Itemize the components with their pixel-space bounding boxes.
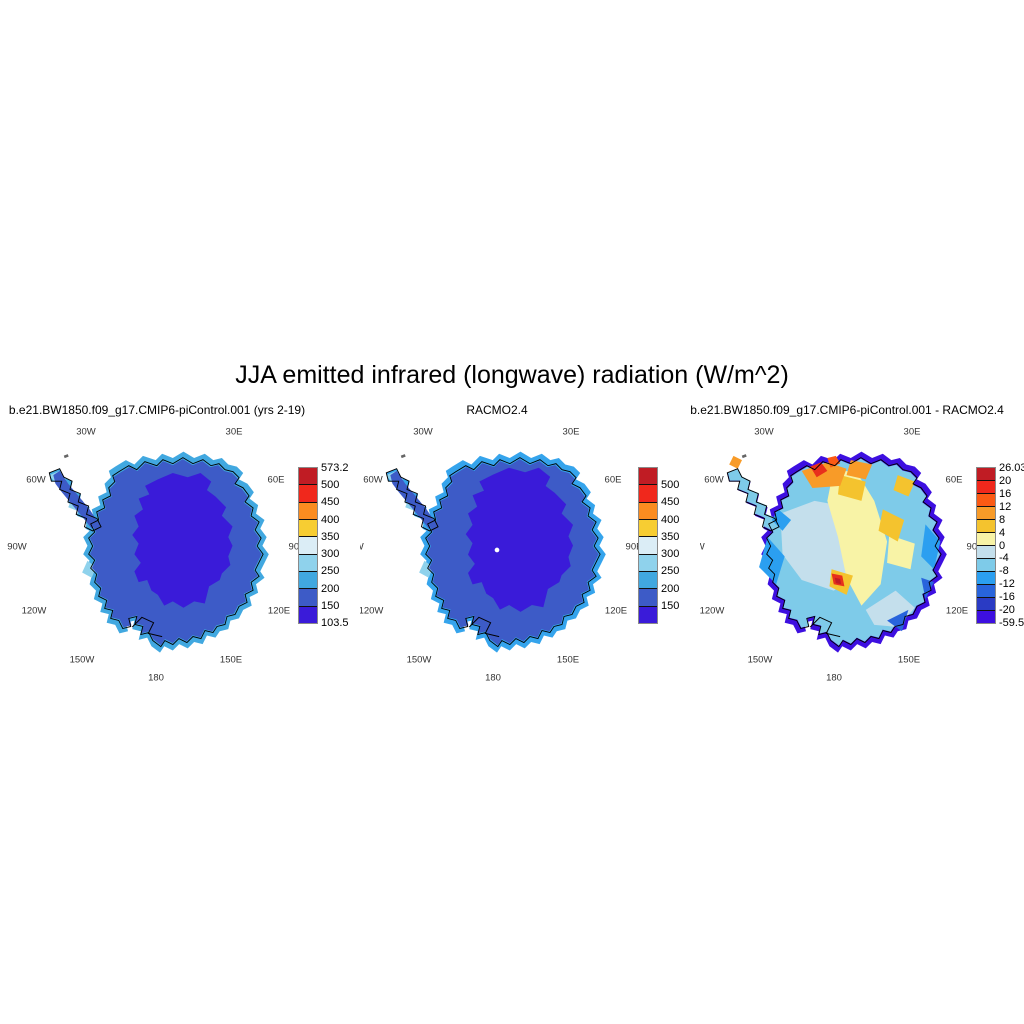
colorbar-tick-label: 400 [321,513,340,526]
colorbar-tick-label: 16 [999,487,1012,500]
colorbar-segment [639,553,657,571]
diff-orange-peninsula [729,455,742,469]
colorbar-segment [299,484,317,502]
colorbar-tick-label: 103.5 [321,617,349,629]
panel-title-racmo: RACMO2.4 [466,403,528,417]
colorbar-tick-label: 8 [999,513,1006,526]
colorbar-segment [977,506,995,519]
colorbar-tick-label: 12 [999,500,1012,513]
colorbar-segment [977,558,995,571]
colorbar-tick-label: 300 [321,548,340,561]
island-mark [741,454,747,459]
colorbar-segment [299,553,317,571]
colorbar-segment [977,493,995,506]
colorbar-segment [977,597,995,610]
colorbar-segment [977,571,995,584]
colorbar-segment [639,536,657,554]
colorbar-racmo: 500 450 400 350 300 250 200 150 [638,467,700,629]
peninsula-spine [390,470,436,529]
colorbar-tick-label: 450 [661,496,680,509]
colorbar-tick-label: 450 [321,496,340,509]
colorbar-bar [638,467,658,624]
colorbar-segment [299,468,317,485]
colorbar-segment [299,536,317,554]
colorbar-segment [977,545,995,558]
diff-sky-blue-patch [771,509,792,531]
colorbar-tick-label: -59.54 [999,617,1024,629]
diff-sky-blue-wedge-east [921,524,941,570]
peninsula-base [727,468,779,530]
colorbar-tick-label: 200 [321,582,340,595]
colorbar-segment [299,518,317,537]
colorbar-tick-label: 250 [321,565,340,578]
colorbar-bar [298,467,318,624]
colorbar-tick-label: -16 [999,591,1015,604]
diff-pale-yellow-band [827,468,888,606]
colorbar-segment [977,468,995,480]
diff-orange-patch-north [846,460,873,480]
colorbar-tick-label: 250 [661,565,680,578]
peninsula-spine [53,470,99,529]
colorbar-tick-label: 573.2 [321,462,349,474]
colorbar-tick-label: 4 [999,526,1006,539]
diff-gold-patch [893,475,915,497]
diff-red-spot [810,462,828,478]
colorbar-model: 573.2 500 450 400 350 300 250 200 150 103.5 [298,462,360,629]
colorbar-tick-label: 500 [661,479,680,492]
colorbar-tick-label: 20 [999,474,1012,487]
diff-pale-yellow-east [887,535,915,570]
diff-medium-blue-patch [887,609,909,632]
colorbar-tick-label: 200 [661,582,680,595]
colorbar-tick-label: -8 [999,565,1009,578]
island-mark [63,454,69,459]
colorbar-tick-label: 350 [321,530,340,543]
figure-title: JJA emitted infrared (longwave) radiatio… [235,361,789,389]
ross-ice-shelf-edge [468,616,500,638]
colorbar-segment [977,610,995,623]
island-mark [400,454,406,459]
colorbar-segment [639,468,657,485]
colorbar-tick-label: 0 [999,539,1006,552]
colorbar-tick-label: -20 [999,604,1015,617]
colorbar-tick-label: 350 [661,530,680,543]
panel-title-model: b.e21.BW1850.f09_g17.CMIP6-piControl.001… [8,403,306,417]
diff-orange-red-spot [827,455,841,468]
antarctica-map-difference [726,451,947,653]
colorbar-segment [639,518,657,537]
colorbar-tick-label: -4 [999,552,1009,565]
colorbar-tick-label: 150 [661,599,680,612]
ross-ice-shelf-edge [131,616,163,638]
colorbar-segment [639,605,657,623]
colorbar-segment [977,584,995,597]
colorbar-segment [639,588,657,606]
colorbar-tick-label: 400 [661,513,680,526]
diff-dark-red-core [834,577,842,585]
diff-gold-patch [838,475,866,501]
colorbar-segment [977,480,995,493]
antarctica-map-racmo [385,451,606,653]
colorbar-tick-label: -12 [999,578,1015,591]
colorbar-segment [977,532,995,545]
colorbar-segment [639,570,657,589]
colorbar-segment [639,501,657,519]
colorbar-segment [639,484,657,502]
colorbar-segment [977,519,995,532]
colorbar-tick-label: 26.03 [999,462,1024,474]
colorbar-segment [299,588,317,606]
diff-sky-blue-wedge-west [759,537,785,585]
colorbar-segment [299,501,317,519]
diff-gold-patch [878,509,905,542]
south-pole-missing-data-dot [494,547,500,553]
colorbar-tick-label: 300 [661,548,680,561]
antarctica-map-model [48,451,269,653]
colorbar-bar [976,467,996,624]
colorbar-segment [299,570,317,589]
colorbar-segment [299,605,317,623]
ross-ice-shelf-edge [809,616,841,638]
panel-title-difference: b.e21.BW1850.f09_g17.CMIP6-piControl.001… [690,403,1004,417]
colorbar-tick-label: 150 [321,599,340,612]
colorbar-tick-label: 500 [321,479,340,492]
